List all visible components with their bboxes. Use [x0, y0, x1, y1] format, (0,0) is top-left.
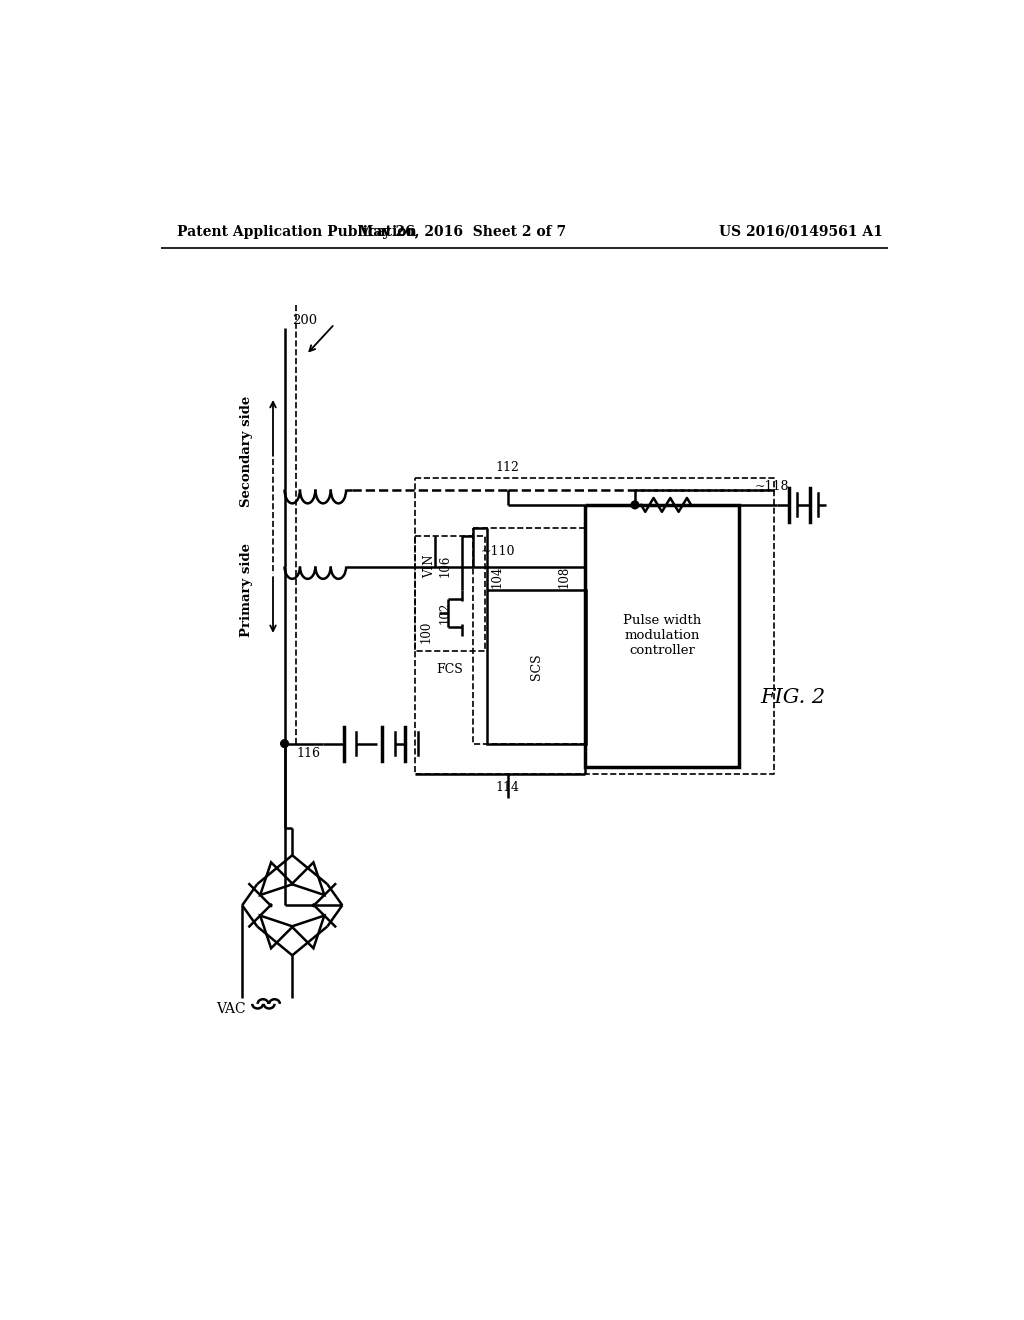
Text: 200: 200: [292, 314, 317, 326]
Text: 116: 116: [296, 747, 321, 760]
Text: US 2016/0149561 A1: US 2016/0149561 A1: [719, 224, 883, 239]
Text: VAC: VAC: [216, 1002, 246, 1015]
Text: FCS: FCS: [436, 663, 464, 676]
Text: 108: 108: [558, 566, 571, 589]
Text: 114: 114: [496, 780, 520, 793]
Text: Patent Application Publication: Patent Application Publication: [177, 224, 417, 239]
Text: Pulse width
modulation
controller: Pulse width modulation controller: [623, 614, 701, 657]
Text: ~110: ~110: [481, 545, 515, 558]
Text: VIN: VIN: [423, 554, 436, 578]
Text: SCS: SCS: [529, 653, 543, 680]
Text: 102: 102: [438, 602, 452, 624]
Circle shape: [281, 739, 289, 747]
Text: 112: 112: [496, 461, 520, 474]
Text: 100: 100: [419, 620, 432, 643]
Text: Secondary side: Secondary side: [240, 396, 253, 507]
Circle shape: [631, 502, 639, 508]
Text: May 26, 2016  Sheet 2 of 7: May 26, 2016 Sheet 2 of 7: [357, 224, 565, 239]
Text: 104: 104: [490, 566, 504, 589]
Text: ~118: ~118: [755, 480, 788, 494]
Text: FIG. 2: FIG. 2: [760, 688, 825, 708]
Text: Primary side: Primary side: [240, 543, 253, 636]
Text: 106: 106: [438, 554, 452, 577]
